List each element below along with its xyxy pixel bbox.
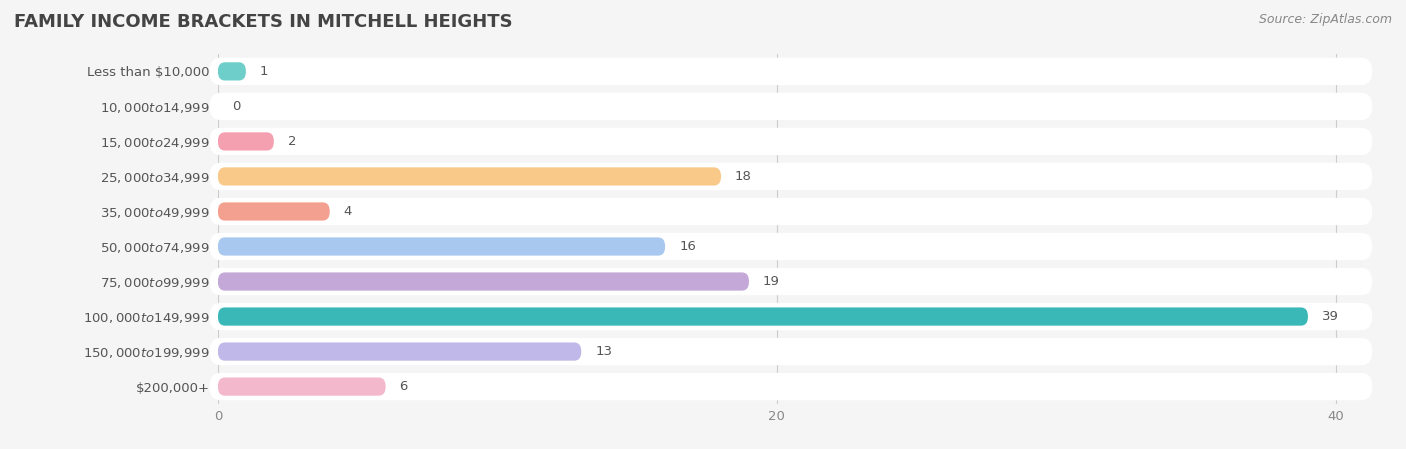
FancyBboxPatch shape — [218, 62, 246, 80]
FancyBboxPatch shape — [218, 378, 385, 396]
FancyBboxPatch shape — [218, 343, 581, 361]
Text: FAMILY INCOME BRACKETS IN MITCHELL HEIGHTS: FAMILY INCOME BRACKETS IN MITCHELL HEIGH… — [14, 13, 513, 31]
Text: 19: 19 — [763, 275, 780, 288]
FancyBboxPatch shape — [209, 233, 1372, 260]
FancyBboxPatch shape — [209, 198, 1372, 225]
FancyBboxPatch shape — [209, 338, 1372, 365]
FancyBboxPatch shape — [218, 132, 274, 150]
FancyBboxPatch shape — [218, 308, 1308, 326]
FancyBboxPatch shape — [218, 167, 721, 185]
Text: 6: 6 — [399, 380, 408, 393]
Text: 0: 0 — [232, 100, 240, 113]
FancyBboxPatch shape — [218, 238, 665, 255]
Text: 13: 13 — [595, 345, 612, 358]
FancyBboxPatch shape — [209, 303, 1372, 330]
Text: 1: 1 — [260, 65, 269, 78]
Text: 39: 39 — [1322, 310, 1339, 323]
FancyBboxPatch shape — [209, 93, 1372, 120]
Text: Source: ZipAtlas.com: Source: ZipAtlas.com — [1258, 13, 1392, 26]
FancyBboxPatch shape — [218, 273, 749, 291]
FancyBboxPatch shape — [209, 128, 1372, 155]
FancyBboxPatch shape — [209, 268, 1372, 295]
FancyBboxPatch shape — [209, 163, 1372, 190]
Text: 18: 18 — [735, 170, 752, 183]
FancyBboxPatch shape — [209, 58, 1372, 85]
Text: 4: 4 — [343, 205, 352, 218]
Text: 16: 16 — [679, 240, 696, 253]
Text: 2: 2 — [288, 135, 297, 148]
FancyBboxPatch shape — [218, 202, 330, 220]
FancyBboxPatch shape — [209, 373, 1372, 400]
